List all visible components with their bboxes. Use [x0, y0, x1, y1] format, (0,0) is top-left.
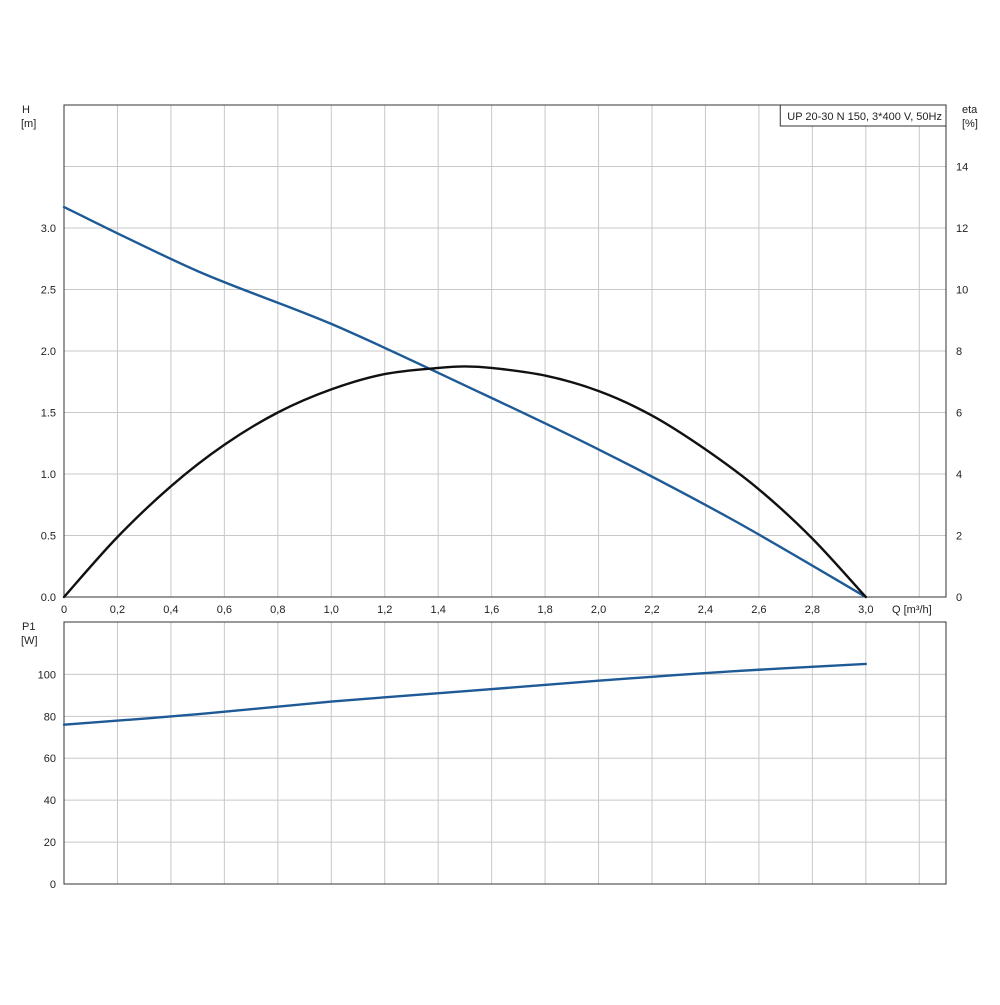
x-tick-label: 3,0	[858, 604, 873, 616]
y-tick-label: 1.0	[41, 469, 56, 481]
y-tick-label: 100	[38, 669, 56, 681]
x-tick-label: 1,6	[484, 604, 499, 616]
head-efficiency-chart: 0.0 0.5 1.0 1.5 2.0 2.5 3.0 H [m] 0 2 4 6 8 10 12 14 eta […	[21, 104, 978, 616]
x-axis-label: Q [m³/h]	[892, 604, 932, 616]
y-tick-label: 0.0	[41, 592, 56, 604]
y-tick-label: 1.5	[41, 408, 56, 420]
x-tick-label: 2,0	[591, 604, 606, 616]
y-tick-label: 80	[44, 711, 56, 723]
right-y-tick-label: 6	[956, 408, 962, 420]
x-tick-label: 2,4	[698, 604, 713, 616]
y-axis-unit: [m]	[21, 118, 36, 130]
x-tick-label: 2,6	[751, 604, 766, 616]
right-y-tick-label: 4	[956, 469, 962, 481]
y-tick-label: 2.0	[41, 346, 56, 358]
x-tick-label: 0	[61, 604, 67, 616]
x-tick-label: 1,4	[431, 604, 446, 616]
efficiency-curve	[62, 365, 867, 599]
x-tick-label: 2,8	[805, 604, 820, 616]
x-tick-label: 1,8	[537, 604, 552, 616]
right-axis-label: eta	[962, 104, 978, 116]
x-tick-label: 0,4	[163, 604, 178, 616]
y-tick-label: 0	[50, 879, 56, 891]
power-curve	[62, 662, 867, 726]
y-tick-label: 20	[44, 837, 56, 849]
right-y-tick-label: 14	[956, 162, 968, 174]
right-y-tick-label: 2	[956, 531, 962, 543]
head-curve	[62, 205, 867, 599]
power-chart: 0 20 40 60 80 100 P1 [W]	[21, 621, 947, 891]
y-tick-label: 2.5	[41, 285, 56, 297]
x-tick-label: 0,6	[217, 604, 232, 616]
plot-frame	[63, 621, 947, 885]
y-axis-unit: [W]	[21, 635, 38, 647]
x-tick-label: 0,2	[110, 604, 125, 616]
plot-frame	[63, 104, 947, 598]
y-tick-label: 3.0	[41, 223, 56, 235]
right-y-tick-label: 10	[956, 285, 968, 297]
y-tick-label: 40	[44, 795, 56, 807]
y-tick-label: 0.5	[41, 531, 56, 543]
x-tick-label: 1,2	[377, 604, 392, 616]
x-tick-label: 2,2	[644, 604, 659, 616]
y-tick-label: 60	[44, 753, 56, 765]
right-axis-unit: [%]	[962, 118, 978, 130]
title-box	[779, 104, 947, 127]
right-y-tick-label: 12	[956, 223, 968, 235]
x-tick-label: 1,0	[324, 604, 339, 616]
right-y-tick-label: 0	[956, 592, 962, 604]
x-tick-label: 0,8	[270, 604, 285, 616]
chart-title: UP 20-30 N 150, 3*400 V, 50Hz	[787, 111, 942, 123]
right-y-tick-label: 8	[956, 346, 962, 358]
y-axis-label: P1	[22, 621, 35, 633]
y-axis-label: H	[22, 104, 30, 116]
